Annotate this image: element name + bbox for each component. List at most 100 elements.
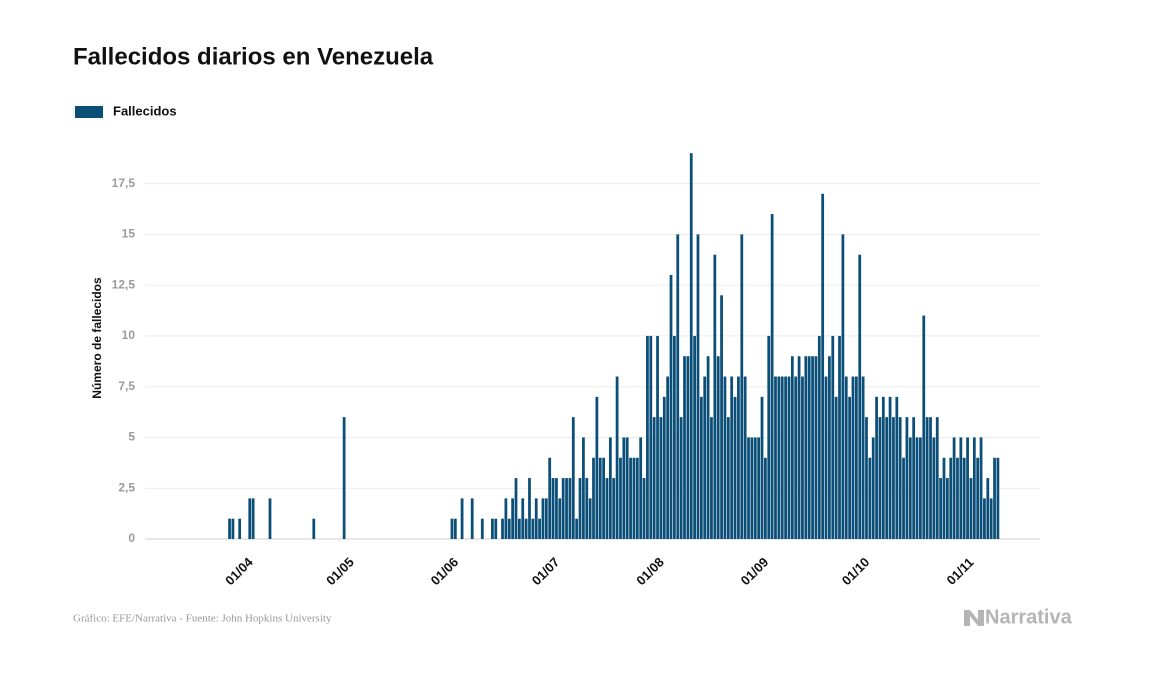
bar: [662, 396, 666, 539]
bar: [501, 518, 504, 539]
bar: [608, 437, 612, 539]
y-tick-label: 10: [122, 328, 136, 342]
bar: [817, 335, 821, 539]
bar: [238, 518, 242, 539]
bar: [689, 153, 693, 539]
bar: [571, 417, 575, 539]
bar: [922, 315, 926, 539]
bar: [861, 376, 865, 539]
bar: [787, 376, 791, 539]
bar: [935, 417, 939, 539]
bar: [565, 478, 568, 539]
bar: [470, 498, 474, 539]
bar: [915, 437, 919, 539]
y-tick-label: 17,5: [112, 176, 136, 190]
bar: [693, 335, 696, 539]
bar: [504, 498, 508, 539]
bar: [895, 396, 899, 539]
bar: [908, 437, 912, 539]
bar: [726, 417, 730, 539]
bar: [231, 518, 235, 539]
bar: [821, 193, 825, 539]
bar: [757, 437, 761, 539]
bar: [740, 234, 744, 539]
bar: [865, 417, 868, 539]
legend-label: Fallecidos: [113, 103, 177, 118]
bar: [841, 234, 845, 539]
bar: [548, 457, 552, 539]
bar: [706, 356, 710, 539]
bar: [575, 518, 579, 539]
bar: [585, 478, 589, 539]
bar: [494, 518, 498, 539]
bar: [615, 376, 619, 539]
bar: [730, 376, 734, 539]
bar: [453, 518, 457, 539]
bar: [760, 396, 764, 539]
bar: [568, 478, 572, 539]
bar: [673, 335, 676, 539]
bar: [952, 437, 956, 539]
bar: [888, 396, 892, 539]
bar: [720, 295, 723, 539]
bar: [517, 518, 521, 539]
bar: [976, 457, 980, 539]
bar: [848, 396, 852, 539]
bar: [989, 498, 993, 539]
bar: [676, 234, 680, 539]
bar: [632, 457, 636, 539]
bar: [582, 437, 585, 539]
bar: [763, 457, 767, 539]
bar: [514, 478, 518, 539]
bar: [905, 417, 909, 539]
bar: [777, 376, 781, 539]
bar: [635, 457, 639, 539]
bar: [814, 356, 818, 539]
bar: [703, 376, 707, 539]
bar: [531, 518, 535, 539]
bar: [659, 417, 663, 539]
bar: [949, 457, 953, 539]
bar: [824, 376, 828, 539]
bar: [612, 478, 616, 539]
bar: [898, 417, 902, 539]
bar: [892, 417, 895, 539]
bar: [942, 457, 946, 539]
bar: [699, 396, 703, 539]
bar: [929, 417, 932, 539]
y-axis-label: Número de fallecidos: [90, 277, 104, 399]
bar: [844, 376, 848, 539]
y-tick-label: 5: [128, 430, 135, 444]
bar: [588, 498, 592, 539]
logo-icon: [964, 610, 984, 626]
bar: [774, 376, 777, 539]
bar: [248, 498, 252, 539]
bar: [996, 457, 1000, 539]
y-tick-label: 0: [128, 531, 135, 545]
bar: [629, 457, 632, 539]
source-note: Gráfico: EFE/Narrativa - Fuente: John Ho…: [73, 613, 332, 625]
bar: [881, 396, 885, 539]
bar: [480, 518, 484, 539]
bar: [649, 335, 653, 539]
bar: [983, 498, 986, 539]
bar: [555, 478, 558, 539]
y-tick-label: 12,5: [112, 277, 136, 291]
bar: [524, 518, 528, 539]
bar: [713, 254, 717, 539]
legend-swatch: [75, 106, 103, 118]
bar: [750, 437, 754, 539]
bar: [666, 376, 670, 539]
bar: [683, 356, 686, 539]
bar: [956, 457, 959, 539]
bar: [558, 498, 562, 539]
bar: [642, 478, 646, 539]
bar: [595, 396, 599, 539]
logo-text: Narrativa: [985, 606, 1073, 628]
bar: [854, 376, 858, 539]
bar: [811, 356, 814, 539]
bar: [710, 417, 713, 539]
logo: Narrativa: [964, 606, 1073, 628]
bar: [656, 335, 659, 539]
